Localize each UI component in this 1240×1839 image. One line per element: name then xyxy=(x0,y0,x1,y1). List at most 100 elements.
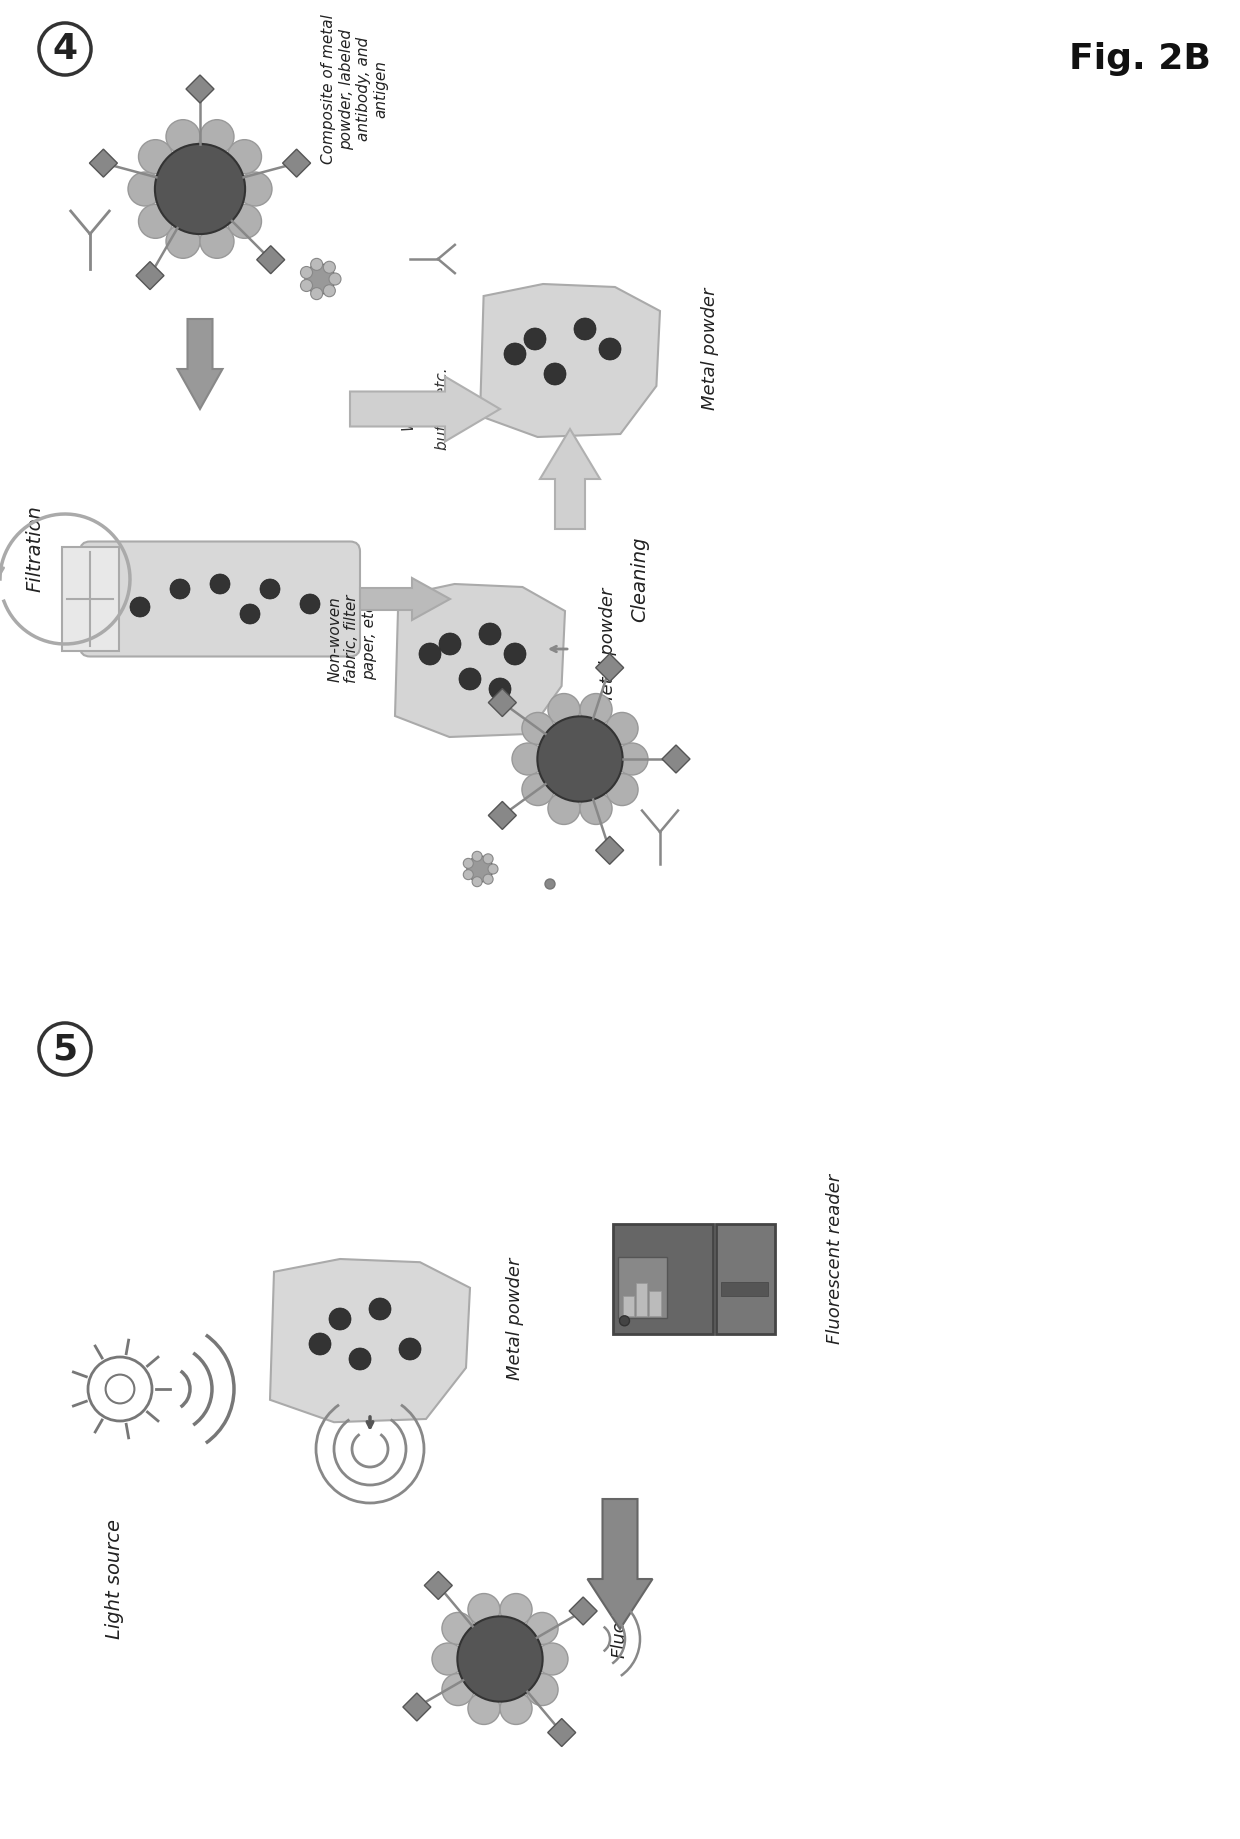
Circle shape xyxy=(489,679,511,701)
Circle shape xyxy=(484,853,494,864)
Circle shape xyxy=(241,603,260,623)
Circle shape xyxy=(500,1594,532,1626)
Polygon shape xyxy=(489,688,516,717)
Polygon shape xyxy=(489,802,516,829)
Circle shape xyxy=(260,579,280,600)
Circle shape xyxy=(544,362,565,384)
Circle shape xyxy=(238,173,272,206)
Circle shape xyxy=(606,712,639,745)
Circle shape xyxy=(580,793,613,824)
Circle shape xyxy=(580,693,613,726)
Circle shape xyxy=(479,623,501,645)
Circle shape xyxy=(348,1348,371,1370)
Circle shape xyxy=(546,879,556,888)
Circle shape xyxy=(139,140,172,173)
Circle shape xyxy=(472,877,482,886)
Polygon shape xyxy=(136,261,164,289)
Circle shape xyxy=(616,743,649,774)
Circle shape xyxy=(606,774,639,805)
Polygon shape xyxy=(350,377,500,441)
Text: 4: 4 xyxy=(52,31,78,66)
Circle shape xyxy=(503,644,526,666)
Polygon shape xyxy=(539,428,600,530)
Polygon shape xyxy=(396,585,565,737)
Circle shape xyxy=(472,851,482,861)
Polygon shape xyxy=(480,283,660,438)
Circle shape xyxy=(227,140,262,173)
Polygon shape xyxy=(662,745,689,772)
Text: Fluorescence: Fluorescence xyxy=(611,1539,629,1659)
Circle shape xyxy=(399,1339,422,1361)
Circle shape xyxy=(503,344,526,364)
Polygon shape xyxy=(424,1572,453,1600)
Circle shape xyxy=(329,272,341,285)
Circle shape xyxy=(329,1308,351,1330)
Polygon shape xyxy=(270,1260,470,1422)
Bar xyxy=(636,1282,647,1315)
Circle shape xyxy=(489,864,498,874)
Circle shape xyxy=(526,1613,558,1644)
Polygon shape xyxy=(177,318,222,408)
Circle shape xyxy=(324,285,335,296)
Circle shape xyxy=(227,204,262,239)
Polygon shape xyxy=(548,1718,575,1747)
Polygon shape xyxy=(588,1499,652,1629)
Text: Light source: Light source xyxy=(105,1519,124,1639)
Circle shape xyxy=(467,1692,500,1725)
Circle shape xyxy=(484,874,494,885)
Polygon shape xyxy=(283,149,310,177)
Circle shape xyxy=(128,173,162,206)
Circle shape xyxy=(300,280,312,292)
Circle shape xyxy=(432,1642,464,1675)
FancyBboxPatch shape xyxy=(613,1225,713,1333)
Bar xyxy=(622,1296,634,1315)
Bar xyxy=(722,1282,768,1295)
Text: Fluorescent reader: Fluorescent reader xyxy=(826,1173,844,1344)
Circle shape xyxy=(441,1673,474,1705)
Bar xyxy=(649,1291,661,1315)
Circle shape xyxy=(548,693,580,726)
Circle shape xyxy=(620,1315,630,1326)
Text: Filtration: Filtration xyxy=(26,506,45,592)
Polygon shape xyxy=(595,837,624,864)
Circle shape xyxy=(500,1692,532,1725)
Circle shape xyxy=(458,1616,543,1701)
Circle shape xyxy=(155,143,246,234)
Circle shape xyxy=(525,327,546,349)
Circle shape xyxy=(464,859,474,868)
Circle shape xyxy=(311,287,322,300)
Polygon shape xyxy=(360,577,450,620)
Circle shape xyxy=(441,1613,474,1644)
Polygon shape xyxy=(186,75,215,103)
Circle shape xyxy=(526,1673,558,1705)
Text: Metal powder: Metal powder xyxy=(506,1258,525,1381)
Circle shape xyxy=(574,318,596,340)
Text: Fig. 2B: Fig. 2B xyxy=(1069,42,1211,75)
Circle shape xyxy=(170,579,190,600)
Circle shape xyxy=(300,267,312,278)
FancyBboxPatch shape xyxy=(717,1225,775,1333)
Circle shape xyxy=(419,644,441,666)
Circle shape xyxy=(467,855,494,883)
Circle shape xyxy=(300,594,320,614)
Circle shape xyxy=(309,1333,331,1355)
Circle shape xyxy=(324,261,335,274)
Circle shape xyxy=(459,668,481,690)
Circle shape xyxy=(536,1642,568,1675)
Polygon shape xyxy=(89,149,118,177)
Circle shape xyxy=(200,224,234,257)
Polygon shape xyxy=(595,653,624,682)
Text: Composite of metal
powder, labeled
antibody, and
antigen: Composite of metal powder, labeled antib… xyxy=(321,15,388,164)
Circle shape xyxy=(166,120,200,154)
Circle shape xyxy=(370,1298,391,1320)
Circle shape xyxy=(537,717,622,802)
Circle shape xyxy=(464,870,474,879)
Text: Metal powder: Metal powder xyxy=(599,588,618,710)
Text: Non-woven
fabric, filter
paper, etc.: Non-woven fabric, filter paper, etc. xyxy=(327,594,377,684)
Circle shape xyxy=(130,598,150,618)
Circle shape xyxy=(210,574,229,594)
Polygon shape xyxy=(569,1596,598,1626)
Bar xyxy=(618,1258,667,1317)
Circle shape xyxy=(599,338,621,360)
Polygon shape xyxy=(257,246,285,274)
